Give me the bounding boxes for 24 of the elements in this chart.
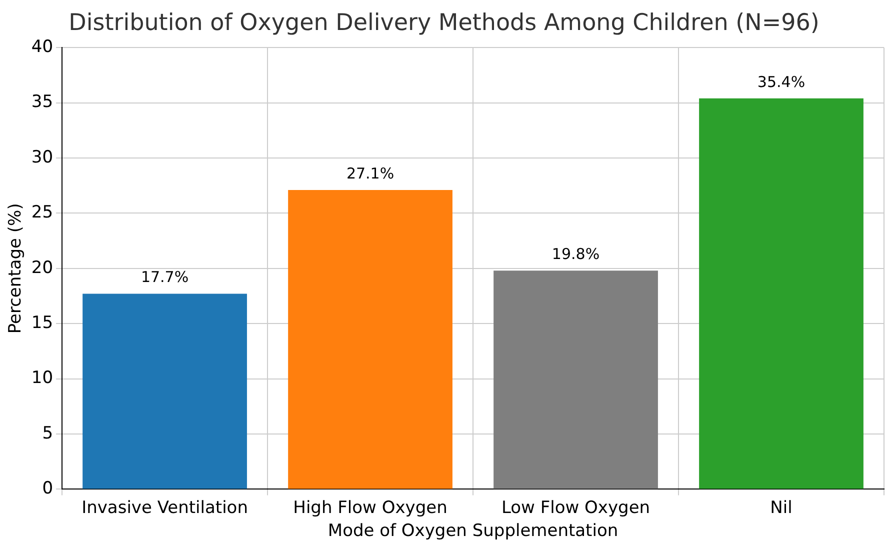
y-tick-label: 5 <box>42 423 54 444</box>
x-tick-label: Low Flow Oxygen <box>501 498 650 518</box>
bar <box>82 294 247 489</box>
y-tick-label: 15 <box>31 313 54 334</box>
data-label: 27.1% <box>346 164 394 182</box>
bar <box>494 270 658 489</box>
y-tick-label: 40 <box>31 37 54 58</box>
x-axis-title: Mode of Oxygen Supplementation <box>328 521 618 542</box>
data-label: 35.4% <box>757 72 806 91</box>
y-tick-label: 25 <box>31 202 54 223</box>
y-tick-label: 0 <box>42 478 54 499</box>
y-tick-label: 20 <box>31 258 54 278</box>
x-tick-label: Invasive Ventilation <box>82 498 248 518</box>
bar <box>699 98 864 489</box>
data-label: 19.8% <box>552 245 600 263</box>
data-label: 17.7% <box>140 268 189 286</box>
y-axis-title: Percentage (%) <box>6 203 26 334</box>
chart-title: Distribution of Oxygen Delivery Methods Among Children (N=96) <box>68 10 820 36</box>
y-tick-label: 10 <box>31 368 54 388</box>
bar <box>288 190 452 489</box>
x-tick-label: Nil <box>770 498 792 518</box>
x-tick-label: High Flow Oxygen <box>293 498 448 518</box>
y-tick-label: 30 <box>31 147 54 168</box>
y-tick-label: 35 <box>31 92 54 112</box>
